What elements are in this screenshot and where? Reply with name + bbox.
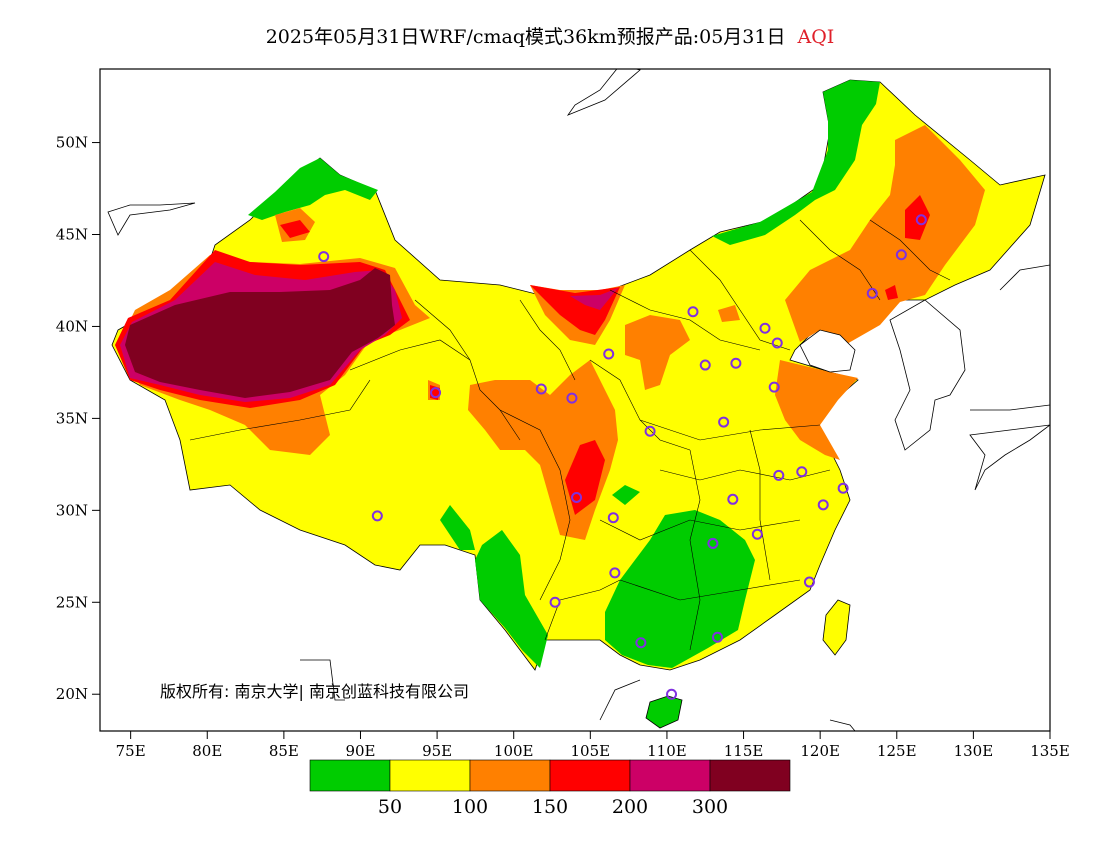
city-station-marker [535,383,547,395]
city-station-marker [699,359,711,371]
city-station-marker [803,576,815,588]
y-tick-label: 50N [56,134,88,152]
colorbar-swatch [629,759,711,792]
colorbar-label: 300 [692,796,728,818]
map-frame [99,68,1051,732]
aqi-colorbar: 50 100 150 200 300 [309,759,791,818]
city-station-marker [895,249,907,261]
city-station-marker [549,596,561,608]
x-tick-label: 75E [116,742,146,760]
city-station-marker [718,416,730,428]
colorbar-label: 150 [532,796,568,818]
city-station-marker [666,688,678,700]
y-tick-label: 25N [56,593,88,611]
y-tick-label: 35N [56,409,88,427]
x-tick-label: 85E [269,742,299,760]
x-tick-label: 95E [422,742,452,760]
city-station-marker [609,567,621,579]
x-tick-label: 80E [192,742,222,760]
city-station-marker [603,348,615,360]
province-boundaries [189,219,951,651]
aqi-region-hazardous [125,268,395,398]
x-tick-label: 105E [571,742,611,760]
city-station-marker [759,322,771,334]
city-station-marker [768,381,780,393]
x-tick-label: 120E [800,742,840,760]
colorbar-swatch [469,759,551,792]
colorbar-label: 200 [612,796,648,818]
city-station-marker [607,512,619,524]
copyright-text: 版权所有: 南京大学| 南京创蓝科技有限公司 [160,682,469,701]
city-station-marker [566,392,578,404]
colorbar-swatch [389,759,471,792]
x-tick-label: 90E [345,742,375,760]
y-tick-label: 20N [56,685,88,703]
city-station-marker [727,493,739,505]
x-tick-label: 125E [877,742,917,760]
map-title: 2025年05月31日WRF/cmaq模式36km预报产品:05月31日 AQI [0,22,1100,49]
city-station-marker [915,214,927,226]
city-station-marker [318,251,330,263]
colorbar-swatch [549,759,631,792]
city-station-marker [644,425,656,437]
city-station-marker [635,637,647,649]
city-station-marker [751,528,763,540]
latitude-axis: 20N 25N 30N 35N 40N 45N 50N [56,134,100,703]
x-tick-label: 135E [1030,742,1070,760]
city-station-marker [712,631,723,643]
x-tick-label: 130E [954,742,994,760]
y-tick-label: 45N [56,226,88,244]
x-tick-label: 100E [494,742,534,760]
city-station-marker [773,469,785,481]
city-station-marker [837,482,849,494]
map-plot-area [107,69,1050,731]
title-main: 2025年05月31日WRF/cmaq模式36km预报产品:05月31日 [265,26,786,48]
x-tick-label: 110E [647,742,687,760]
y-tick-label: 30N [56,501,88,519]
city-stations [318,214,927,700]
city-station-marker [866,287,878,299]
city-station-marker [707,537,719,549]
city-station-marker [371,510,383,522]
city-station-marker [430,387,442,399]
neighbor-coastlines [107,69,1050,731]
colorbar-label: 100 [452,796,488,818]
title-product: AQI [797,26,835,48]
city-station-marker [730,357,742,369]
city-station-marker [687,306,699,318]
longitude-axis: 75E 80E 85E 90E 95E 100E 105E 110E 115E 120E 125E 1… [116,731,1070,760]
y-tick-label: 40N [56,317,88,335]
colorbar-swatch [709,759,791,792]
city-station-marker [817,499,829,511]
aqi-region-good [712,80,880,245]
city-station-marker [796,466,808,478]
city-station-marker [571,491,583,503]
colorbar-swatch [309,759,391,792]
city-station-marker [771,337,783,349]
x-tick-label: 115E [724,742,764,760]
colorbar-label: 50 [378,796,402,818]
